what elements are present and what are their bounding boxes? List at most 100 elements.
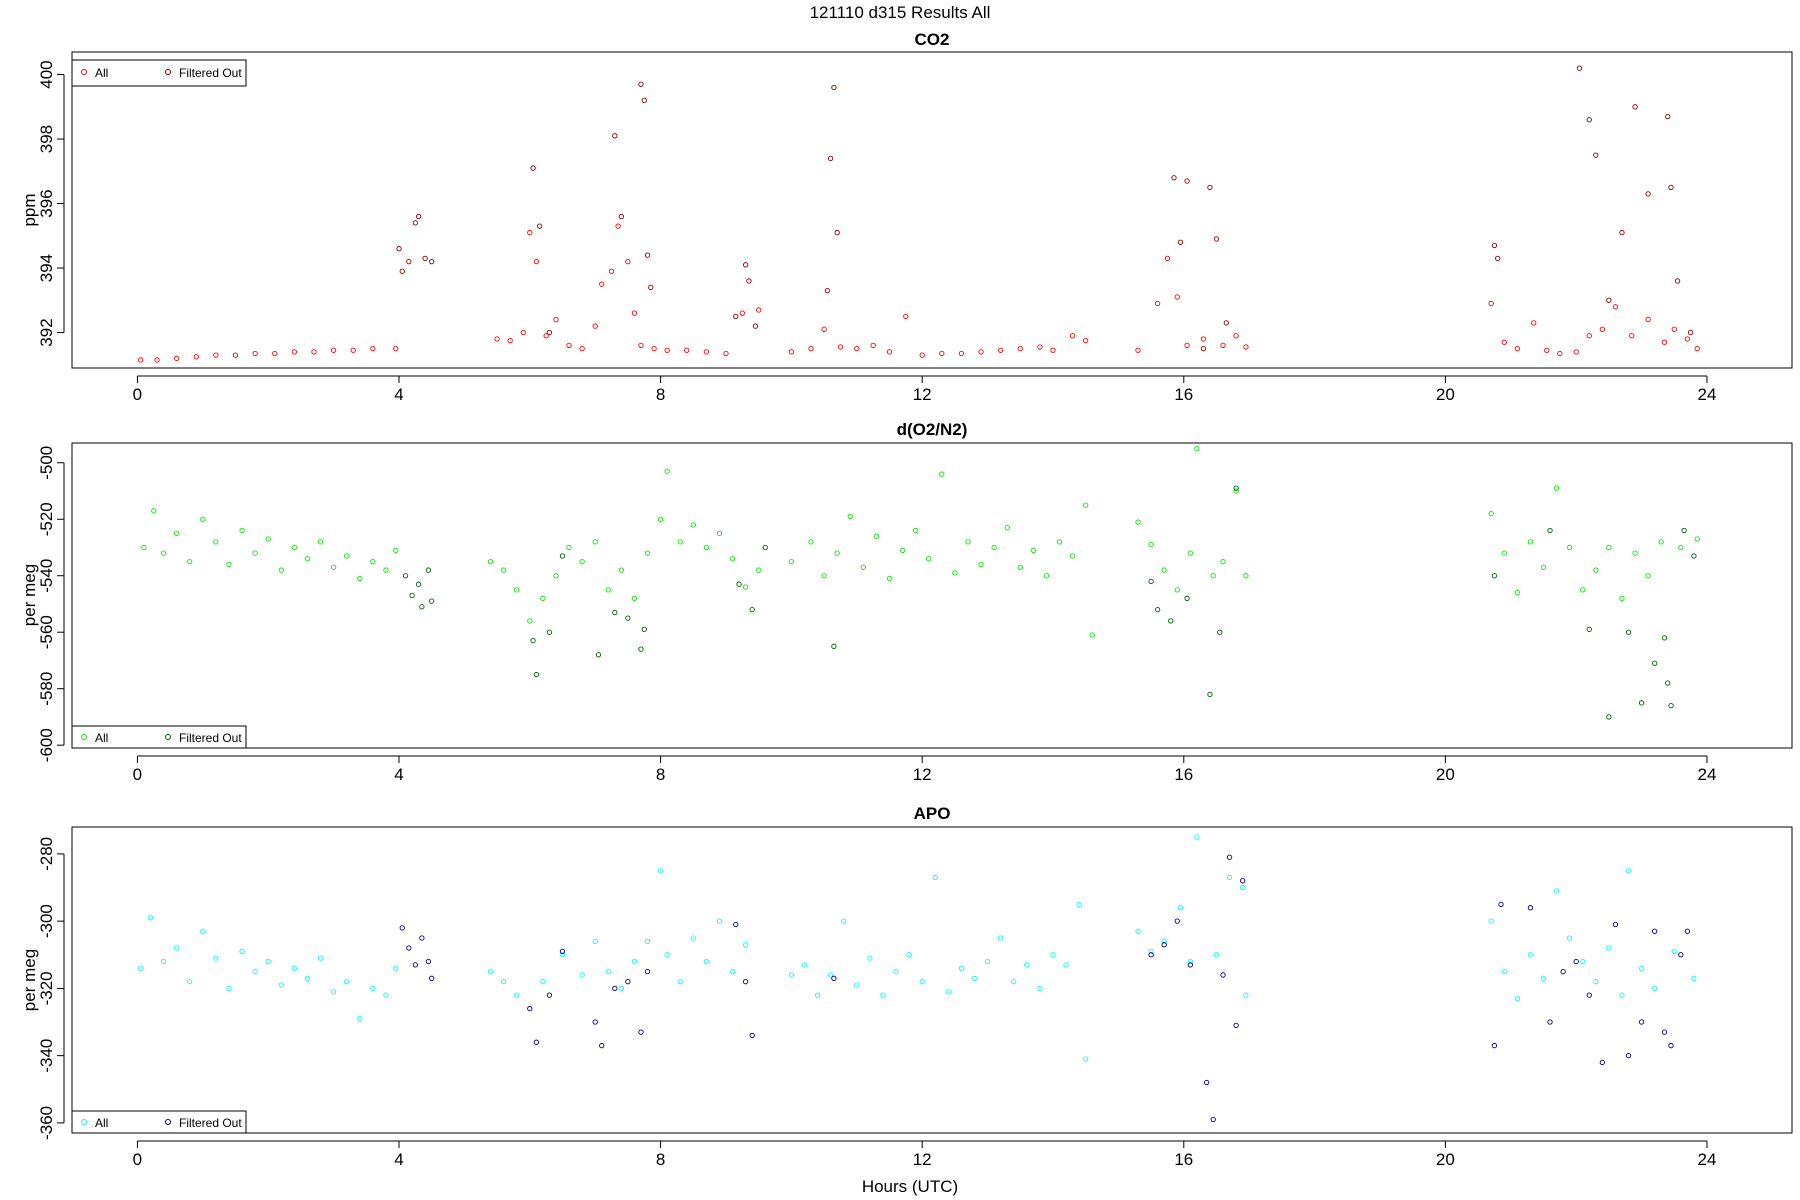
data-point-all	[1580, 587, 1586, 593]
panel-do2n2: d(O2/N2) per meg 0 4 8 12 16 20 24 -500 -520 -54…	[20, 420, 1793, 784]
data-point-filtered	[599, 1042, 605, 1049]
x-tick-label: 24	[1698, 1150, 1717, 1169]
x-tick-label: 24	[1698, 385, 1717, 404]
data-point-all	[252, 350, 258, 357]
data-point-all	[1233, 333, 1239, 339]
data-point-all	[252, 550, 258, 556]
data-point-all	[893, 968, 899, 975]
data-point-filtered	[399, 268, 405, 274]
x-tick-label: 16	[1174, 1150, 1193, 1169]
data-point-all	[1174, 587, 1180, 593]
data-point-all	[618, 985, 625, 992]
data-point-filtered	[733, 313, 739, 320]
data-point-filtered	[1586, 626, 1592, 633]
data-point-all	[978, 349, 984, 355]
data-point-all	[599, 281, 605, 287]
data-point-all	[998, 347, 1004, 353]
data-point-all	[631, 310, 638, 316]
data-point-filtered	[1239, 878, 1246, 884]
y-tick-label: -560	[37, 615, 56, 649]
data-point-all	[383, 567, 389, 573]
data-point-all	[1544, 347, 1550, 353]
data-point-all	[370, 346, 376, 352]
data-point-all	[278, 567, 284, 573]
data-point-filtered	[733, 921, 739, 928]
data-point-all	[1658, 539, 1664, 545]
x-tick-label: 16	[1174, 765, 1193, 784]
data-point-filtered	[1498, 901, 1504, 907]
data-point-filtered	[625, 615, 631, 621]
data-point-all	[514, 587, 520, 593]
y-tick-label: 394	[37, 254, 56, 282]
data-point-all	[1540, 564, 1547, 570]
data-point-all	[998, 935, 1004, 941]
data-point-all	[808, 539, 814, 545]
data-point-all	[1161, 567, 1167, 573]
y-axis-label: ppm	[20, 193, 39, 226]
data-point-all	[716, 530, 723, 537]
data-point-all	[1194, 834, 1200, 840]
data-point-all	[834, 550, 840, 556]
data-point-all	[1619, 595, 1625, 601]
data-point-filtered	[1217, 629, 1223, 635]
data-point-filtered	[1619, 229, 1625, 236]
x-tick-label: 20	[1436, 765, 1455, 784]
data-point-all	[1226, 874, 1233, 881]
y-tick-label: -360	[37, 1106, 56, 1140]
data-point-filtered	[762, 544, 768, 551]
data-point-filtered	[612, 609, 618, 616]
x-tick-label: 4	[394, 765, 403, 784]
data-point-all	[926, 556, 932, 562]
data-point-filtered	[736, 581, 742, 587]
data-point-all	[559, 952, 566, 958]
data-point-all	[703, 544, 710, 551]
y-tick-label: -500	[37, 446, 56, 480]
data-point-filtered	[1491, 242, 1498, 249]
data-point-filtered	[409, 592, 415, 599]
data-point-all	[703, 958, 710, 965]
data-point-all	[716, 918, 723, 924]
data-point-filtered	[530, 165, 536, 171]
data-point-all	[1056, 539, 1063, 545]
data-point-filtered	[1691, 553, 1697, 559]
data-point-all	[543, 333, 549, 339]
data-point-all	[880, 992, 886, 998]
data-point-filtered	[746, 278, 752, 284]
data-point-all	[690, 935, 696, 941]
data-point-all	[1030, 547, 1037, 553]
data-point-all	[1037, 344, 1043, 350]
data-point-all	[1501, 550, 1507, 556]
data-point-all	[592, 539, 598, 545]
data-point-all	[1050, 347, 1056, 353]
data-point-all	[657, 516, 664, 522]
data-point-all	[873, 533, 880, 539]
data-point-all	[939, 350, 945, 357]
data-point-all	[1514, 590, 1520, 596]
data-point-all	[1017, 346, 1023, 352]
x-tick-label: 8	[656, 385, 665, 404]
data-point-all	[304, 556, 311, 562]
data-point-all	[756, 307, 762, 313]
data-point-all	[870, 342, 876, 349]
data-point-all	[903, 313, 909, 320]
data-point-all	[742, 584, 749, 590]
data-point-all	[291, 349, 298, 355]
data-point-all	[742, 942, 749, 948]
data-point-filtered	[1652, 928, 1658, 934]
data-point-all	[1233, 488, 1239, 494]
panel-title: d(O2/N2)	[897, 420, 968, 439]
data-point-all	[1135, 928, 1141, 934]
data-point-all	[899, 547, 906, 553]
data-point-all	[677, 539, 683, 545]
data-point-all	[808, 346, 814, 352]
data-point-filtered	[1681, 527, 1687, 534]
y-tick-label: -340	[37, 1039, 56, 1073]
data-point-all	[978, 561, 984, 568]
y-tick-label: -580	[37, 672, 56, 706]
data-point-filtered	[638, 1029, 644, 1035]
data-point-filtered	[399, 925, 405, 931]
y-tick-label: 396	[37, 189, 56, 217]
data-point-filtered	[425, 567, 432, 573]
data-point-all	[1043, 573, 1050, 579]
data-point-filtered	[396, 246, 402, 252]
